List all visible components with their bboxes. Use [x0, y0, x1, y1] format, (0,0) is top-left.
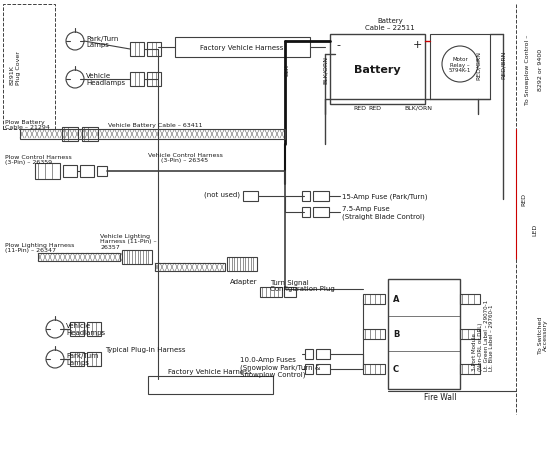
Bar [388, 280, 460, 389]
Bar [227, 257, 257, 271]
Text: 7.5-Amp Fuse
(Straight Blade Control): 7.5-Amp Fuse (Straight Blade Control) [342, 206, 424, 219]
Bar [460, 364, 480, 374]
Text: Plow Lighting Harness
(11-Pin) – 26347: Plow Lighting Harness (11-Pin) – 26347 [5, 242, 74, 253]
Bar [38, 253, 120, 262]
Text: Park/Turn
Lamps: Park/Turn Lamps [86, 35, 118, 48]
Bar [80, 166, 94, 178]
Bar [363, 294, 385, 304]
Text: Vehicle Lighting
Harness (11-Pin) –
26357: Vehicle Lighting Harness (11-Pin) – 2635… [100, 233, 157, 250]
Bar [3, 5, 55, 130]
Text: Battery: Battery [354, 65, 401, 75]
Bar [70, 352, 84, 366]
Text: BLK: BLK [284, 64, 290, 76]
Text: Vehicle
Headlamps: Vehicle Headlamps [86, 73, 125, 86]
Bar [130, 73, 144, 87]
Text: 10.0-Amp Fuses
(Snowplow Park/Turn &
Snowplow Control): 10.0-Amp Fuses (Snowplow Park/Turn & Sno… [240, 357, 320, 378]
Text: Plow Battery
Cable – 21294: Plow Battery Cable – 21294 [5, 119, 50, 130]
Text: LED: LED [533, 224, 538, 235]
Text: Turn Signal
Configuration Plug: Turn Signal Configuration Plug [270, 279, 335, 292]
Text: Adapter: Adapter [230, 279, 258, 285]
Text: RED/BRN: RED/BRN [501, 50, 506, 79]
Bar [430, 35, 490, 100]
Text: A: A [393, 295, 399, 304]
Bar [313, 207, 329, 218]
Text: -: - [336, 40, 340, 50]
Bar [35, 164, 60, 179]
Bar [155, 263, 225, 271]
Text: Vehicle
Headlamps: Vehicle Headlamps [66, 323, 105, 336]
Bar [363, 329, 385, 339]
Text: Vehicle Battery Cable – 63411: Vehicle Battery Cable – 63411 [108, 122, 202, 127]
Text: BLK/ORN: BLK/ORN [404, 105, 432, 110]
Text: +: + [412, 40, 422, 50]
Bar [62, 128, 78, 142]
Bar [130, 43, 144, 57]
Text: Factory Vehicle Harness: Factory Vehicle Harness [169, 368, 251, 374]
Text: Battery
Cable – 22511: Battery Cable – 22511 [365, 18, 415, 31]
Bar [63, 166, 77, 178]
Bar [302, 191, 310, 202]
Bar [330, 35, 425, 105]
Text: Fire Wall: Fire Wall [424, 392, 456, 402]
Text: To Switched
Accessory: To Switched Accessory [538, 316, 548, 353]
Bar [460, 294, 480, 304]
Bar [147, 43, 161, 57]
Text: 15-Amp Fuse (Park/Turn): 15-Amp Fuse (Park/Turn) [342, 193, 427, 200]
Bar [316, 349, 330, 359]
Bar [305, 364, 313, 374]
Bar [313, 191, 329, 202]
Bar [147, 73, 161, 87]
Text: B: B [393, 330, 399, 339]
Bar [260, 287, 282, 297]
Text: Motor
Relay –
5794K-1: Motor Relay – 5794K-1 [449, 56, 471, 73]
Text: RED/GRN: RED/GRN [475, 50, 480, 79]
Bar [97, 167, 107, 177]
Text: Typical Plug-In Harness: Typical Plug-In Harness [105, 346, 185, 352]
Text: C: C [393, 365, 399, 374]
Bar [148, 376, 273, 394]
Text: 3-Port Module
(Non-DRL or DRL)
Lt. Green Label – 29070-1
Lt. Blue Label – 29760-: 3-Port Module (Non-DRL or DRL) Lt. Green… [472, 299, 494, 370]
Bar [122, 251, 152, 264]
Text: 8292 or 9400: 8292 or 9400 [538, 49, 543, 91]
Bar [363, 364, 385, 374]
Text: BLK/ORN: BLK/ORN [323, 56, 328, 84]
Text: Vehicle Control Harness
(3-Pin) – 26345: Vehicle Control Harness (3-Pin) – 26345 [148, 152, 222, 163]
Text: (not used): (not used) [204, 191, 240, 198]
Bar [305, 349, 313, 359]
Text: 8291K
Plug Cover: 8291K Plug Cover [10, 51, 21, 85]
Text: Factory Vehicle Harness: Factory Vehicle Harness [200, 45, 284, 51]
Bar [302, 207, 310, 218]
Text: RED: RED [521, 193, 526, 206]
Bar [82, 128, 98, 142]
Text: RED: RED [353, 105, 366, 110]
Bar [20, 130, 285, 140]
Bar [175, 38, 310, 58]
Bar [460, 329, 480, 339]
Text: Plow Control Harness
(3-Pin) – 26359: Plow Control Harness (3-Pin) – 26359 [5, 154, 72, 165]
Text: RED: RED [368, 105, 381, 110]
Bar [316, 364, 330, 374]
Text: Park/Turn
Lamps: Park/Turn Lamps [66, 353, 99, 366]
Bar [87, 322, 101, 336]
Bar [70, 322, 84, 336]
Bar [284, 287, 296, 297]
Text: To Snowplow Control –: To Snowplow Control – [525, 35, 530, 105]
Bar [243, 191, 258, 202]
Bar [87, 352, 101, 366]
